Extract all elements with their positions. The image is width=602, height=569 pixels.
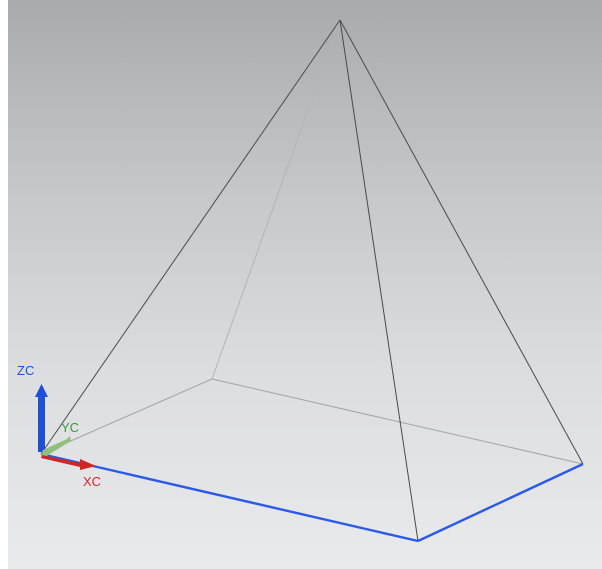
selected-edge-base-right[interactable] — [417, 462, 584, 543]
hidden-edge-base-back[interactable] — [211, 378, 584, 465]
xc-axis-arrow[interactable] — [41, 455, 96, 470]
selected-edge-base-front[interactable] — [40, 452, 419, 543]
model-canvas[interactable]: ZC YC XC — [8, 0, 602, 569]
yc-axis-arrow[interactable] — [41, 436, 71, 457]
hidden-edge-apex-back[interactable] — [211, 19, 341, 380]
zc-label: ZC — [17, 363, 34, 378]
graphics-viewport[interactable]: ZC YC XC — [8, 0, 602, 569]
wcs-triad[interactable]: ZC YC XC — [17, 363, 101, 489]
edge-apex-front[interactable] — [339, 19, 419, 542]
xc-label: XC — [83, 474, 101, 489]
edge-apex-left[interactable] — [40, 19, 341, 455]
edge-apex-right[interactable] — [339, 19, 584, 465]
yc-label: YC — [61, 420, 79, 435]
zc-axis-arrow[interactable] — [35, 384, 48, 452]
